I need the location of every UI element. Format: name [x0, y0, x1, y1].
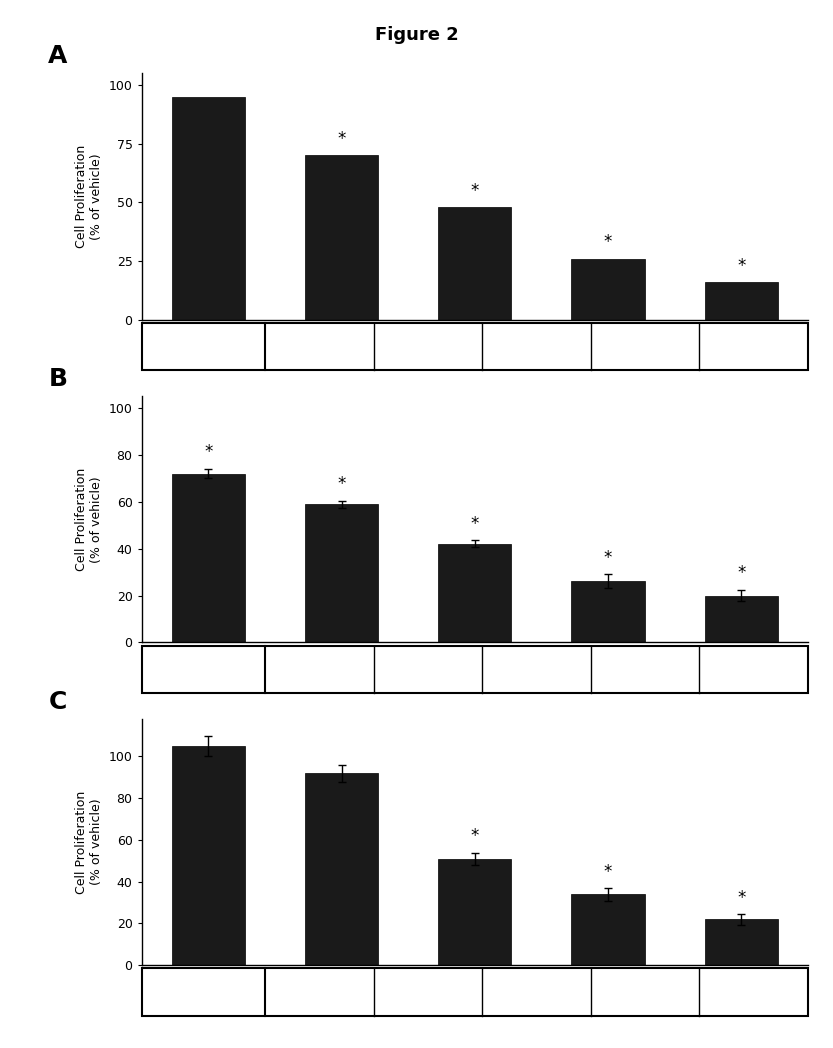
- Text: 100nM: 100nM: [297, 340, 342, 353]
- Text: 50uM: 50uM: [301, 985, 337, 999]
- Bar: [571, 259, 645, 320]
- Text: 400nM: 400nM: [622, 340, 667, 353]
- Text: C: C: [48, 690, 67, 714]
- Text: 40uM: 40uM: [736, 662, 772, 676]
- Text: *: *: [337, 130, 346, 148]
- Text: *: *: [337, 475, 346, 494]
- Text: 10uM: 10uM: [518, 662, 555, 676]
- Text: *: *: [737, 889, 746, 907]
- Text: *: *: [737, 564, 746, 583]
- Bar: [305, 773, 378, 965]
- Text: 2,5uM: 2,5uM: [299, 662, 340, 676]
- Text: *: *: [204, 443, 212, 461]
- Text: Figure 2: Figure 2: [375, 26, 458, 44]
- Bar: [438, 208, 511, 320]
- Bar: [172, 96, 245, 320]
- Text: 300nM: 300nM: [514, 340, 559, 353]
- Bar: [571, 582, 645, 642]
- Text: *: *: [604, 549, 612, 567]
- Text: Silibinin: Silibinin: [172, 662, 235, 676]
- Text: *: *: [737, 257, 746, 275]
- Y-axis label: Cell Proliferation
(% of vehicle): Cell Proliferation (% of vehicle): [75, 145, 103, 248]
- Bar: [305, 504, 378, 642]
- Text: *: *: [604, 863, 612, 880]
- Bar: [705, 282, 778, 320]
- Bar: [705, 919, 778, 965]
- Text: *: *: [471, 181, 479, 200]
- Text: *: *: [604, 234, 612, 252]
- Text: 200nM: 200nM: [406, 340, 451, 353]
- Text: 500nM: 500nM: [731, 340, 776, 353]
- Text: 150uM: 150uM: [622, 985, 668, 999]
- Bar: [438, 544, 511, 642]
- Bar: [305, 155, 378, 320]
- Text: *: *: [471, 515, 479, 533]
- Text: B: B: [48, 367, 67, 391]
- Text: 200uM: 200uM: [731, 985, 776, 999]
- Bar: [172, 746, 245, 965]
- Text: 17-AAG: 17-AAG: [174, 340, 232, 353]
- Bar: [172, 474, 245, 642]
- Text: *: *: [471, 827, 479, 845]
- Text: 5uM: 5uM: [414, 662, 442, 676]
- Bar: [438, 858, 511, 965]
- Bar: [571, 894, 645, 965]
- Text: 75uM: 75uM: [409, 985, 446, 999]
- Bar: [705, 595, 778, 642]
- Text: 20uM: 20uM: [626, 662, 663, 676]
- Text: A: A: [48, 44, 67, 68]
- Text: Novobiocin: Novobiocin: [160, 985, 247, 999]
- Y-axis label: Cell Proliferation
(% of vehicle): Cell Proliferation (% of vehicle): [75, 467, 103, 571]
- Y-axis label: Cell Proliferation
(% of vehicle): Cell Proliferation (% of vehicle): [75, 790, 103, 894]
- Text: 100uM: 100uM: [514, 985, 559, 999]
